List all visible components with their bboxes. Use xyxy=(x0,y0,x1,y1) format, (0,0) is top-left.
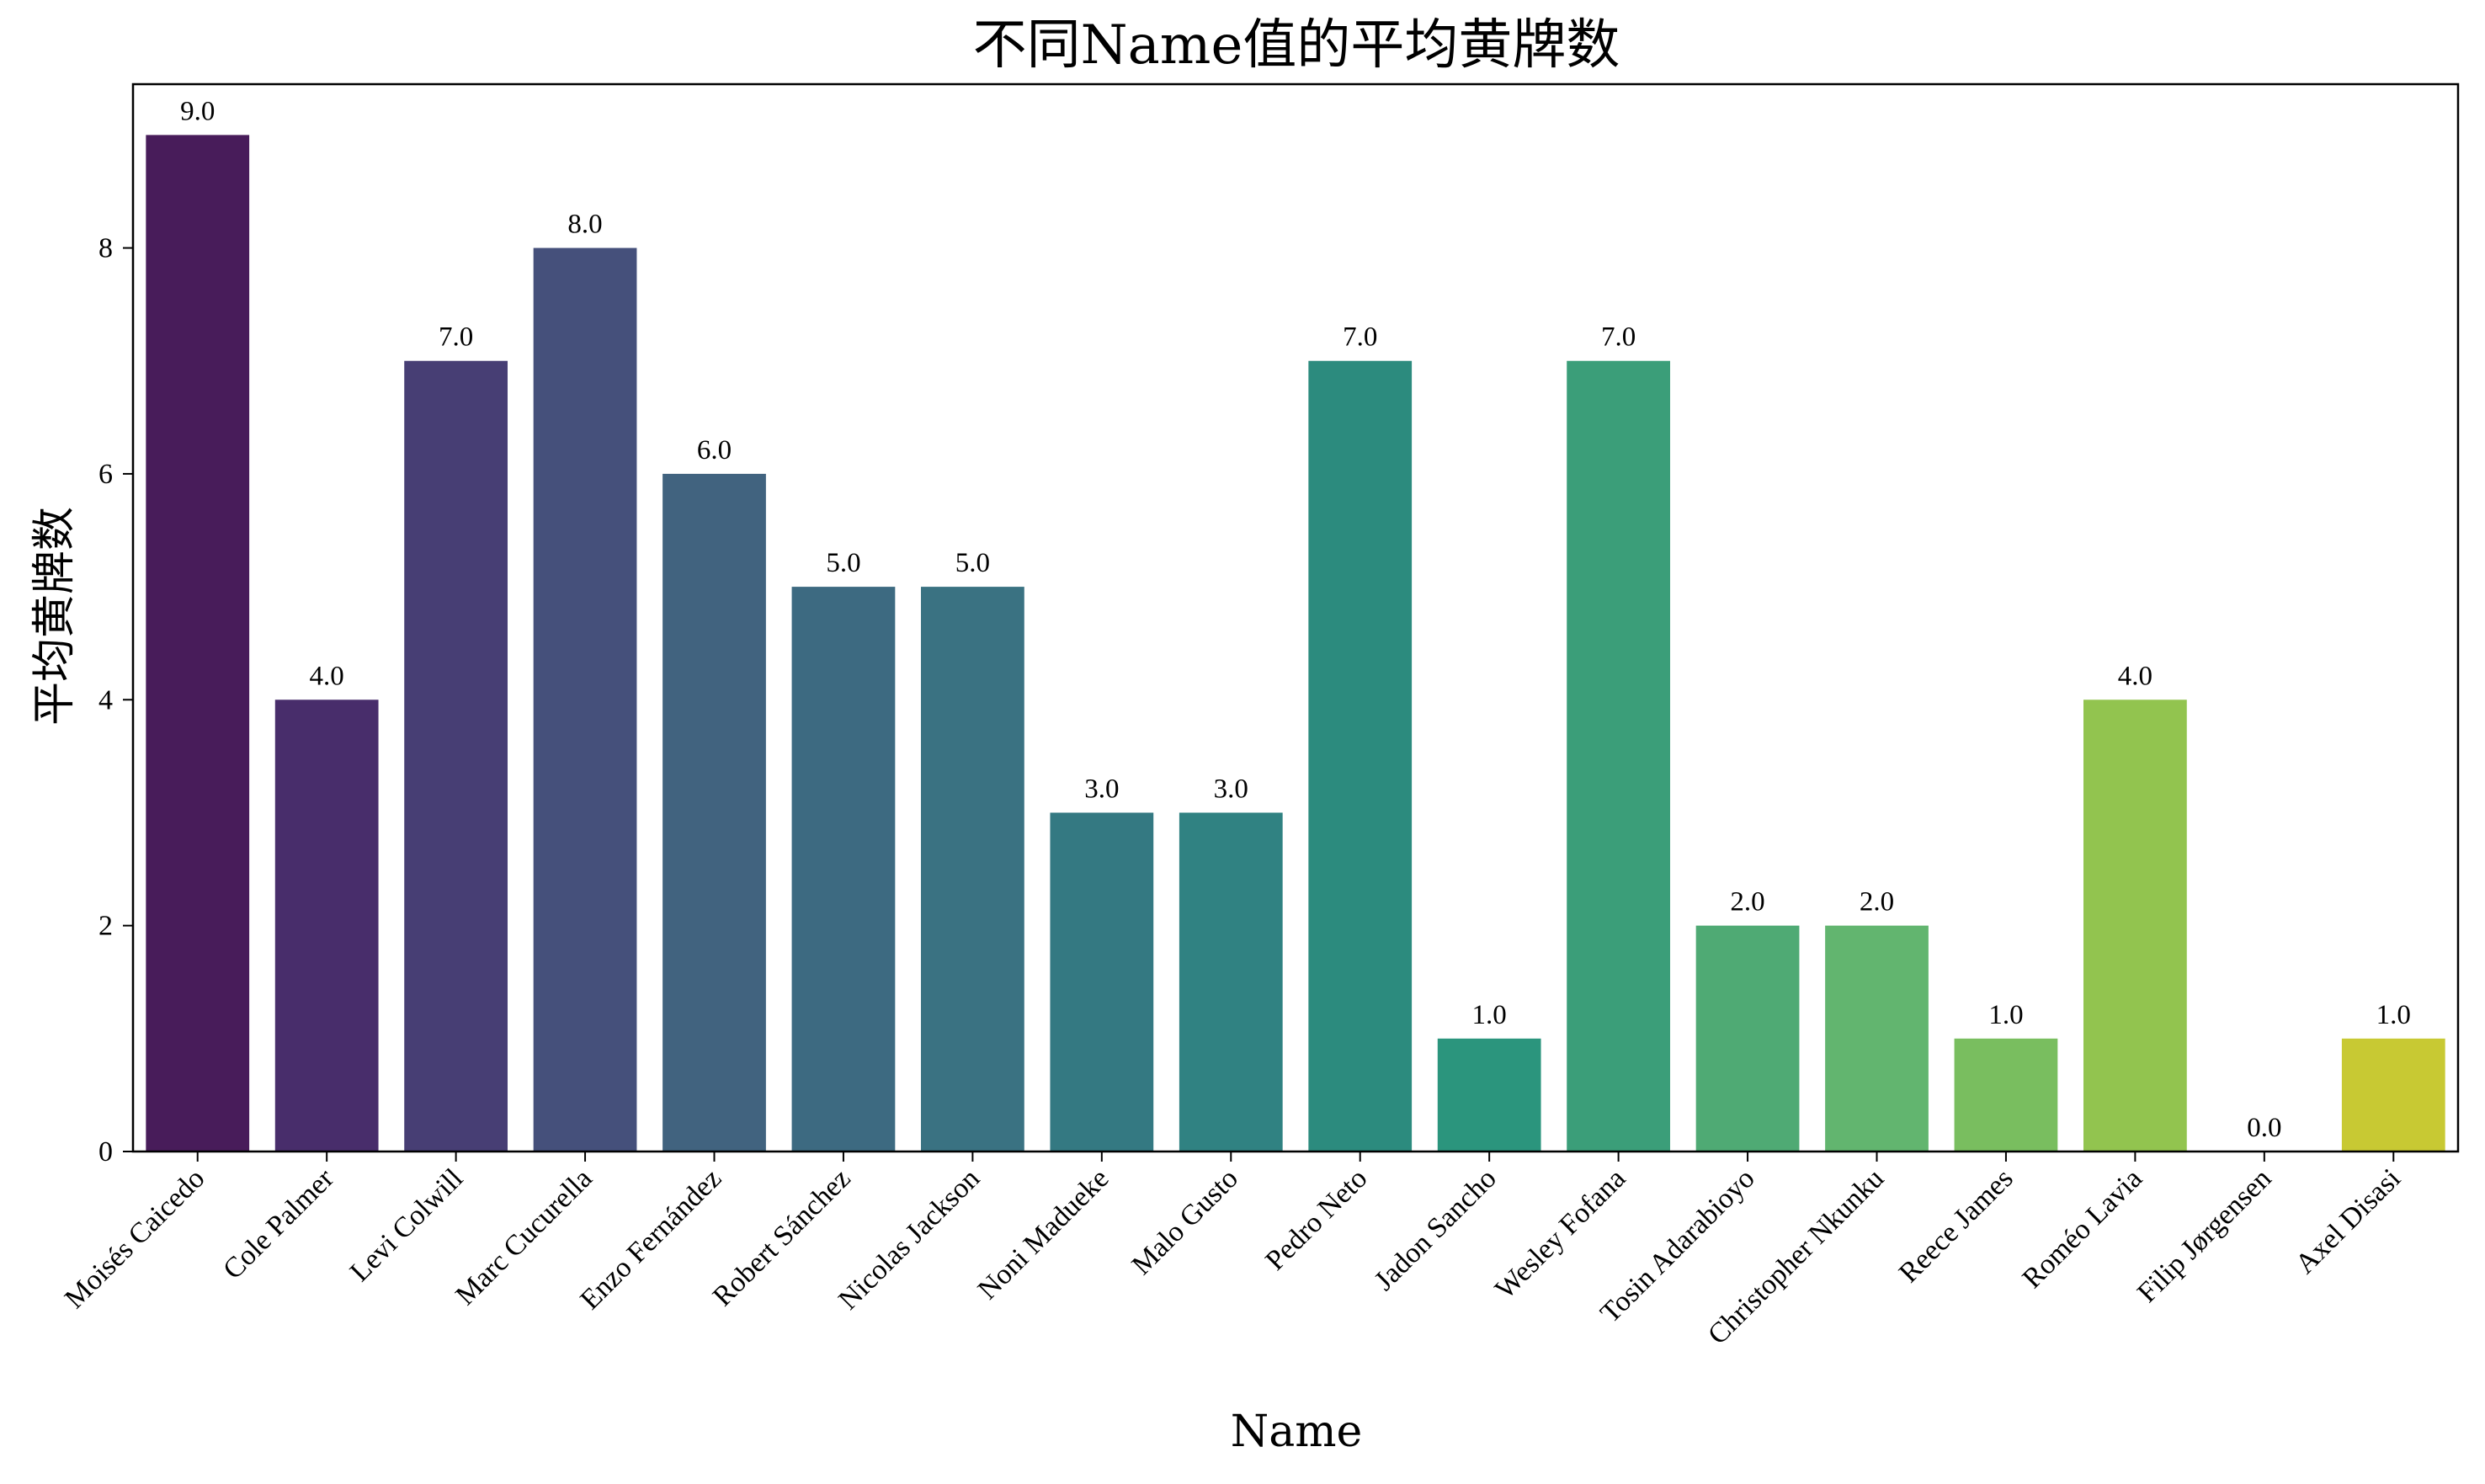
data-label: 5.0 xyxy=(826,548,860,578)
bar xyxy=(1308,360,1413,1152)
data-label: 2.0 xyxy=(1730,887,1764,918)
bar xyxy=(533,247,637,1152)
y-ticks-layer: 0 2 4 6 8 xyxy=(98,233,133,1168)
bar xyxy=(404,360,508,1152)
data-label: 9.0 xyxy=(180,96,215,126)
x-tick-label: Nicolas Jackson xyxy=(833,1162,986,1316)
x-axis-label: Name xyxy=(1231,1407,1363,1457)
bar xyxy=(1437,1038,1541,1152)
bar xyxy=(1567,360,1670,1152)
bar xyxy=(1695,925,1800,1152)
bars-layer xyxy=(146,135,2445,1152)
data-label: 7.0 xyxy=(1343,322,1377,353)
x-tick-label: Roméo Lavia xyxy=(2017,1162,2148,1294)
x-tick-label: Cole Palmer xyxy=(217,1162,340,1285)
bar xyxy=(2341,1038,2445,1152)
chart-title: 不同Name值的平均黄牌数 xyxy=(973,14,1620,77)
data-label: 7.0 xyxy=(1601,322,1636,353)
bar xyxy=(1954,1038,2058,1152)
x-tick-label: Wesley Fofana xyxy=(1489,1162,1631,1305)
data-label: 4.0 xyxy=(2118,661,2152,691)
bar xyxy=(921,587,1024,1152)
y-axis-label: 平均黄牌数 xyxy=(29,507,80,726)
y-tick-label: 6 xyxy=(98,459,113,490)
data-label: 4.0 xyxy=(310,661,344,691)
y-tick-label: 0 xyxy=(98,1136,113,1168)
data-label: 0.0 xyxy=(2247,1113,2281,1143)
bar xyxy=(1050,812,1154,1152)
plot-area-frame xyxy=(131,82,2460,1153)
data-label: 1.0 xyxy=(1472,1000,1507,1030)
x-tick-label: Enzo Fernández xyxy=(574,1162,727,1316)
x-tick-label: Axel Disasi xyxy=(2290,1162,2407,1279)
bar xyxy=(274,699,379,1152)
x-tick-label: Jadon Sancho xyxy=(1369,1162,1503,1296)
x-tick-label: Malo Gusto xyxy=(1126,1162,1244,1280)
bar xyxy=(2083,699,2187,1152)
x-tick-label: Marc Cucurella xyxy=(450,1162,598,1311)
x-ticks-layer: Moisés Caicedo Cole Palmer Levi ColwillMar… xyxy=(59,1152,2407,1351)
data-labels-layer: 9.0 4.0 7.0 8.0 6.0 5.0 5.0 3.0 3.0 7.0 1.0 7.0 2.0 2… xyxy=(180,96,2411,1143)
bar xyxy=(146,135,250,1152)
bar xyxy=(791,587,896,1152)
data-label: 7.0 xyxy=(439,322,473,353)
data-label: 3.0 xyxy=(1214,774,1248,804)
x-tick-label: Noni Madueke xyxy=(972,1162,1115,1306)
x-tick-label: Robert Sánchez xyxy=(707,1162,857,1312)
y-tick-label: 4 xyxy=(98,684,113,715)
y-tick-label: 2 xyxy=(98,911,113,942)
x-tick-label: Levi Colwill xyxy=(344,1162,469,1287)
data-label: 6.0 xyxy=(697,435,732,465)
x-tick-label: Pedro Neto xyxy=(1259,1162,1373,1276)
data-label: 2.0 xyxy=(1860,887,1894,918)
data-label: 1.0 xyxy=(2376,1000,2411,1030)
bar xyxy=(1179,812,1283,1152)
data-label: 8.0 xyxy=(567,210,602,240)
x-tick-label: Moisés Caicedo xyxy=(59,1162,210,1314)
bar xyxy=(662,473,766,1152)
data-label: 3.0 xyxy=(1084,774,1119,804)
x-tick-label: Filip Jørgensen xyxy=(2131,1162,2277,1308)
x-tick-label: Reece James xyxy=(1893,1162,2019,1289)
y-tick-label: 8 xyxy=(98,233,113,264)
data-label: 1.0 xyxy=(1988,1000,2023,1030)
bar xyxy=(1825,925,1929,1152)
data-label: 5.0 xyxy=(955,548,990,578)
